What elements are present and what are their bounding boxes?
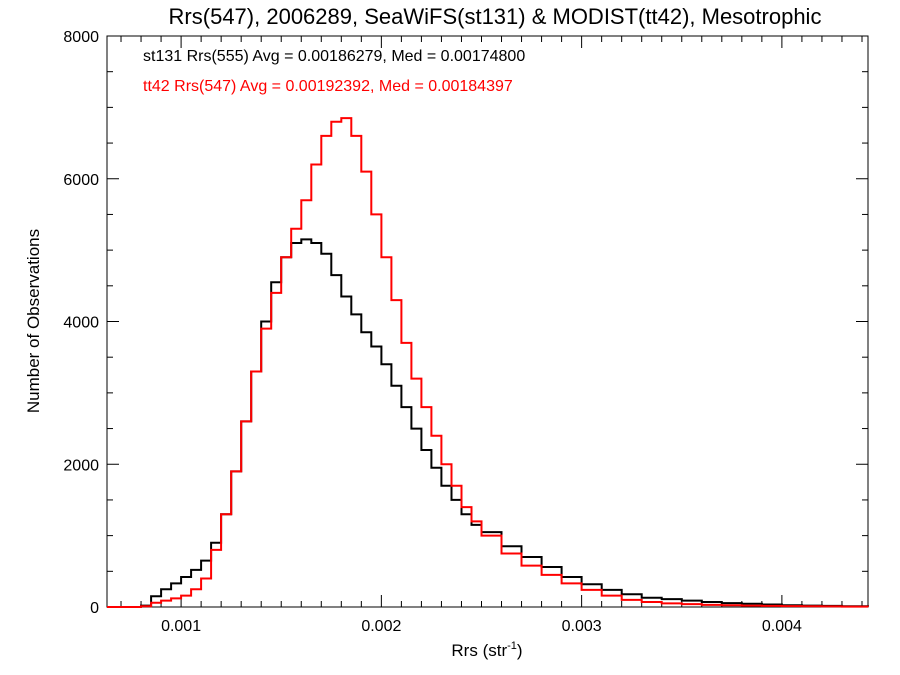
y-tick-label: 0 [90,600,99,617]
x-axis-label: Rrs (str-1) [451,640,522,660]
x-tick-label: 0.003 [562,618,602,635]
series-line-1 [107,117,869,608]
x-axis-label-superscript: -1 [507,640,517,652]
y-axis-ticks: 0 2000 4000 6000 8000 [63,29,868,617]
y-tick-label: 2000 [63,457,99,474]
y-tick-label: 8000 [63,29,99,46]
y-tick-label: 4000 [63,315,99,332]
y-axis-label: Number of Observations [24,229,43,413]
series-line-0 [107,238,869,608]
y-tick-label: 6000 [63,172,99,189]
chart-title: Rrs(547), 2006289, SeaWiFS(st131) & MODI… [169,4,822,29]
series-layer [107,117,869,608]
annotation-st131: st131 Rrs(555) Avg = 0.00186279, Med = 0… [143,48,525,65]
x-axis-ticks: 0.001 0.002 0.003 0.004 [120,36,863,635]
x-tick-label: 0.002 [361,618,401,635]
x-tick-label: 0.004 [762,618,802,635]
x-tick-label: 0.001 [161,618,201,635]
annotation-tt42: tt42 Rrs(547) Avg = 0.00192392, Med = 0.… [143,78,513,95]
